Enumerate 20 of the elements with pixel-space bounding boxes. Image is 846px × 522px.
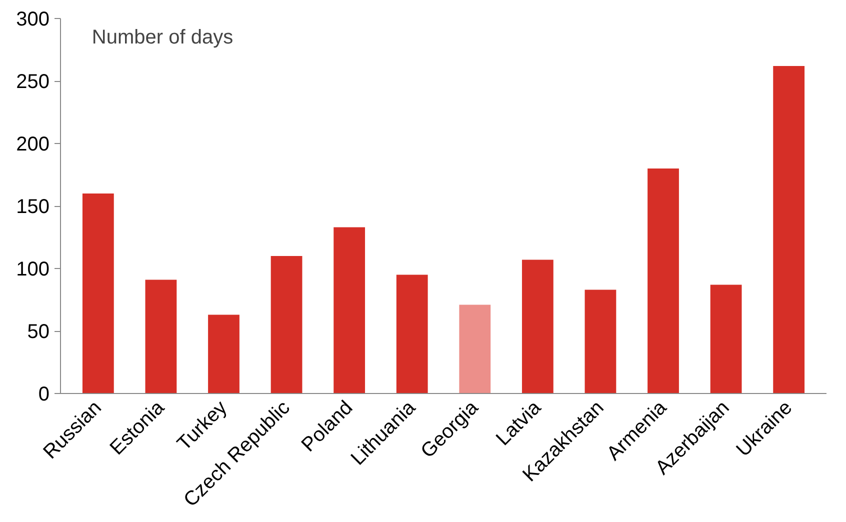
bar <box>710 284 742 394</box>
y-tick-label: 300 <box>16 8 50 30</box>
y-tick-label: 250 <box>16 71 50 93</box>
bar <box>773 66 805 394</box>
y-tick-label: 200 <box>16 134 50 156</box>
bar <box>82 194 114 394</box>
y-tick-label: 150 <box>16 196 50 218</box>
bar <box>396 274 428 394</box>
bar <box>522 260 554 394</box>
bar <box>334 227 366 394</box>
bar <box>584 290 616 394</box>
y-tick-label: 50 <box>27 321 50 343</box>
bar <box>648 168 679 394</box>
bar <box>208 314 240 394</box>
y-tick-label: 0 <box>38 384 50 406</box>
y-tick-label: 100 <box>16 258 50 280</box>
bar <box>459 304 491 394</box>
y-axis-title: Number of days <box>92 26 234 48</box>
bar <box>270 256 302 394</box>
bar <box>145 280 177 394</box>
